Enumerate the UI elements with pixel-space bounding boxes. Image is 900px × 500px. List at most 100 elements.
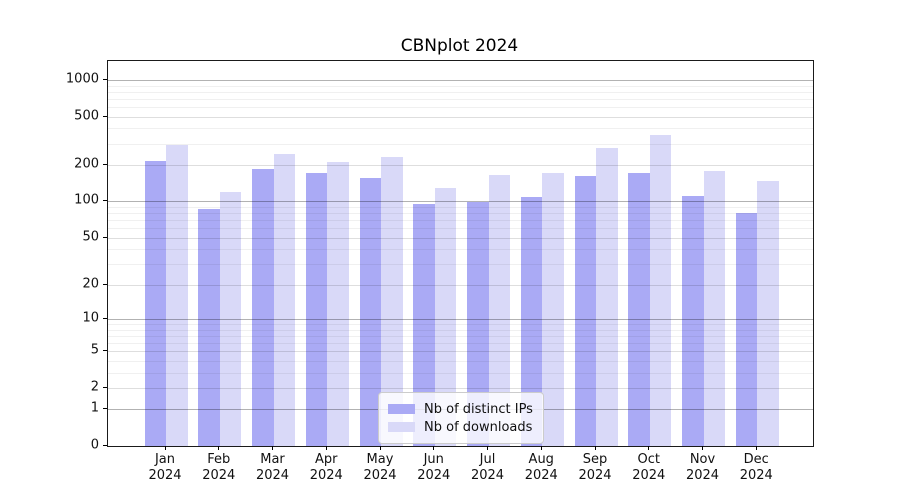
bar-distinct-ips <box>198 208 220 446</box>
y-tick-mark <box>103 78 107 80</box>
bar-distinct-ips <box>144 161 166 446</box>
x-tick-year: 2024 <box>739 467 773 483</box>
x-tick-mark <box>540 446 542 450</box>
legend: Nb of distinct IPs Nb of downloads <box>378 392 544 444</box>
bar-downloads <box>327 161 349 446</box>
bar-distinct-ips <box>628 172 650 446</box>
x-tick-label: Dec 2024 <box>724 452 788 483</box>
legend-swatch-downloads <box>388 422 415 432</box>
x-tick-month: Jan <box>154 452 176 467</box>
y-tick-mark <box>103 115 107 117</box>
legend-swatch-distinct-ips <box>388 404 415 414</box>
y-tick-label: 200 <box>74 156 99 172</box>
x-tick-label: Mar 2024 <box>241 452 305 483</box>
x-tick-mark <box>648 446 650 450</box>
x-tick-month: Dec <box>743 452 769 467</box>
chart-title: CBNplot 2024 <box>400 36 519 56</box>
y-tick-label: 500 <box>74 108 99 124</box>
bar-distinct-ips <box>520 197 543 446</box>
bar-downloads <box>434 187 457 446</box>
x-tick-label: Jan 2024 <box>133 452 197 483</box>
x-tick-mark <box>379 446 381 450</box>
gridline <box>108 98 813 100</box>
x-tick-mark <box>218 446 220 450</box>
y-tick-label: 10 <box>82 310 99 326</box>
bar-downloads <box>542 172 564 446</box>
gridline <box>108 335 813 337</box>
x-tick-month: Sep <box>582 452 608 467</box>
bar-downloads <box>273 153 295 446</box>
bar-downloads <box>381 156 403 446</box>
y-tick-mark <box>103 317 107 319</box>
gridline <box>108 106 813 108</box>
x-tick-label: Jun 2024 <box>402 452 466 483</box>
bar-distinct-ips <box>682 196 704 446</box>
gridline <box>108 372 813 374</box>
legend-entry-downloads: Nb of downloads <box>388 419 534 435</box>
y-tick-label: 20 <box>82 276 99 292</box>
gridline <box>108 323 813 325</box>
gridline <box>108 237 813 239</box>
gridline <box>108 342 813 344</box>
x-tick-year: 2024 <box>417 467 451 483</box>
gridline <box>108 143 813 145</box>
bar-distinct-ips <box>252 169 274 446</box>
bar-distinct-ips <box>305 172 328 446</box>
x-tick-mark <box>325 446 327 450</box>
x-tick-year: 2024 <box>685 467 720 483</box>
y-tick-label: 1 <box>90 400 99 416</box>
gridline <box>108 85 813 87</box>
bar-distinct-ips <box>735 212 758 446</box>
gridline <box>108 387 813 389</box>
x-tick-mark <box>702 446 703 450</box>
y-tick-label: 50 <box>82 229 99 245</box>
bar-downloads <box>596 148 618 446</box>
legend-label-downloads: Nb of downloads <box>424 419 533 435</box>
gridline <box>108 165 813 166</box>
x-tick-label: Apr 2024 <box>294 452 358 483</box>
gridline <box>108 220 813 222</box>
x-tick-mark <box>272 446 273 450</box>
x-tick-year: 2024 <box>363 467 397 483</box>
x-tick-month: Apr <box>315 452 338 467</box>
gridline <box>108 91 813 93</box>
x-tick-month: Jul <box>479 452 496 467</box>
y-tick-label: 2 <box>90 379 99 395</box>
bar-downloads <box>649 135 672 446</box>
x-tick-year: 2024 <box>148 467 182 483</box>
bar-downloads <box>219 191 242 446</box>
x-tick-month: Nov <box>689 452 716 467</box>
gridline <box>108 360 813 362</box>
plot-area <box>107 60 814 447</box>
bar-distinct-ips <box>413 204 435 446</box>
legend-entry-distinct-ips: Nb of distinct IPs <box>388 401 534 417</box>
gridline <box>108 79 813 81</box>
y-tick-mark <box>103 350 107 352</box>
x-tick-mark <box>164 446 166 450</box>
gridline <box>108 128 813 130</box>
x-tick-label: Sep 2024 <box>563 452 627 483</box>
x-tick-mark <box>487 446 488 450</box>
gridline <box>108 264 813 266</box>
x-tick-mark <box>594 446 596 450</box>
x-tick-mark <box>755 446 757 450</box>
bar-distinct-ips <box>359 177 381 446</box>
gridline <box>108 213 813 215</box>
x-tick-label: Jul 2024 <box>456 452 520 483</box>
x-tick-month: Aug <box>528 452 554 467</box>
y-tick-mark <box>103 445 107 446</box>
gridline <box>108 249 813 251</box>
gridline <box>108 318 813 320</box>
legend-label-distinct-ips: Nb of distinct IPs <box>424 401 533 417</box>
x-tick-label: Aug 2024 <box>509 452 573 483</box>
gridline <box>108 228 813 230</box>
y-tick-label: 5 <box>90 342 99 358</box>
gridline <box>108 284 813 286</box>
x-tick-year: 2024 <box>202 467 236 483</box>
bar-downloads <box>166 144 188 446</box>
x-tick-year: 2024 <box>309 467 343 483</box>
x-tick-year: 2024 <box>255 467 290 483</box>
gridline <box>108 201 813 203</box>
bar-downloads <box>488 174 510 446</box>
